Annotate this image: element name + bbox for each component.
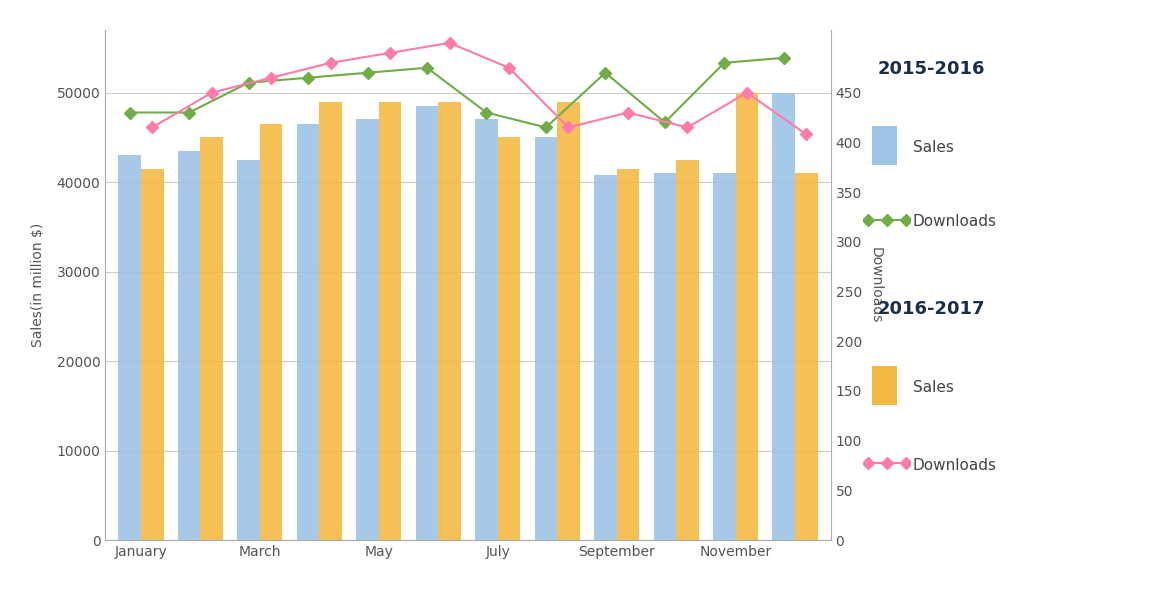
- Text: 2015-2016: 2015-2016: [878, 60, 985, 78]
- Bar: [379, 101, 401, 540]
- Text: Sales: Sales: [913, 379, 954, 395]
- Bar: [200, 137, 223, 540]
- Bar: [140, 169, 164, 540]
- Bar: [297, 124, 319, 540]
- Bar: [654, 173, 676, 540]
- Text: Downloads: Downloads: [913, 214, 997, 229]
- Bar: [178, 151, 200, 540]
- Bar: [594, 175, 617, 540]
- Bar: [319, 101, 342, 540]
- Bar: [475, 119, 497, 540]
- Text: Sales: Sales: [913, 139, 954, 154]
- Bar: [118, 155, 140, 540]
- Bar: [796, 173, 818, 540]
- Bar: [617, 169, 639, 540]
- Y-axis label: Downloads: Downloads: [869, 247, 883, 323]
- Bar: [415, 106, 439, 540]
- Bar: [557, 101, 580, 540]
- Bar: [676, 160, 698, 540]
- Text: Downloads: Downloads: [913, 457, 997, 473]
- Bar: [356, 119, 379, 540]
- Bar: [238, 160, 260, 540]
- Bar: [497, 137, 521, 540]
- Bar: [439, 101, 461, 540]
- Bar: [772, 92, 796, 540]
- Y-axis label: Sales(in million $): Sales(in million $): [32, 223, 46, 347]
- Text: 2016-2017: 2016-2017: [878, 300, 985, 318]
- Bar: [535, 137, 557, 540]
- Bar: [736, 92, 758, 540]
- Bar: [713, 173, 736, 540]
- Bar: [260, 124, 282, 540]
